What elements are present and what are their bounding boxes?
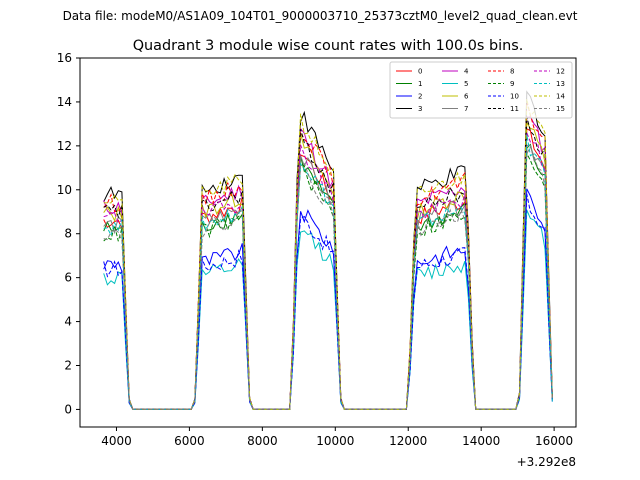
legend-box: [389, 61, 573, 119]
legend-label: 2: [418, 93, 422, 101]
plot-frame: [79, 57, 577, 428]
x-tick-label: 14000: [462, 434, 500, 448]
y-tick-label: 12: [57, 139, 72, 153]
y-tick-label: 2: [64, 359, 72, 373]
legend-label: 4: [464, 68, 469, 76]
legend-label: 15: [556, 105, 565, 113]
x-axis: 4000 6000 8000 10000 12000 14000 16000: [101, 427, 573, 448]
series-line-3: [103, 90, 553, 410]
y-tick-label: 8: [64, 227, 72, 241]
series-line-0: [103, 127, 553, 410]
series-line-2: [103, 188, 553, 410]
series-line-4: [103, 116, 553, 410]
legend-label: 7: [464, 105, 468, 113]
legend-label: 3: [418, 105, 422, 113]
legend-label: 6: [464, 93, 469, 101]
chart-title: Quadrant 3 module wise count rates with …: [133, 38, 524, 54]
y-tick-label: 10: [57, 183, 72, 197]
legend-label: 14: [556, 93, 565, 101]
series-line-14: [103, 98, 553, 410]
x-tick-label: 10000: [316, 434, 354, 448]
series-line-1: [103, 143, 553, 410]
series-line-9: [103, 151, 553, 410]
legend-label: 1: [418, 80, 422, 88]
x-tick-label: 8000: [247, 434, 278, 448]
series-line-8: [103, 101, 553, 410]
legend-label: 9: [510, 80, 514, 88]
legend-label: 5: [464, 80, 468, 88]
legend-label: 11: [510, 105, 519, 113]
series-line-5: [103, 209, 553, 410]
y-tick-label: 0: [64, 402, 72, 416]
x-tick-label: 6000: [174, 434, 205, 448]
x-tick-label: 12000: [389, 434, 427, 448]
y-tick-label: 16: [57, 51, 72, 65]
legend-label: 8: [510, 68, 514, 76]
series-line-15: [103, 145, 553, 410]
legend-label: 12: [556, 68, 565, 76]
y-tick-label: 4: [64, 315, 72, 329]
x-tick-label: 4000: [101, 434, 132, 448]
series-line-6: [103, 120, 553, 410]
y-tick-label: 6: [64, 271, 72, 285]
chart-suptitle: Data file: modeM0/AS1A09_104T01_90000037…: [63, 9, 578, 23]
legend-label: 13: [556, 80, 565, 88]
plot-area: [103, 90, 553, 410]
legend-label: 0: [418, 68, 422, 76]
x-axis-offset-label: +3.292e8: [517, 455, 576, 469]
y-tick-label: 14: [57, 95, 72, 109]
legend-label: 10: [510, 93, 519, 101]
x-tick-label: 16000: [535, 434, 573, 448]
series-line-11: [103, 116, 553, 410]
series-line-10: [103, 194, 553, 410]
y-axis: 0 2 4 6 8 10 12 14 16: [57, 51, 80, 416]
